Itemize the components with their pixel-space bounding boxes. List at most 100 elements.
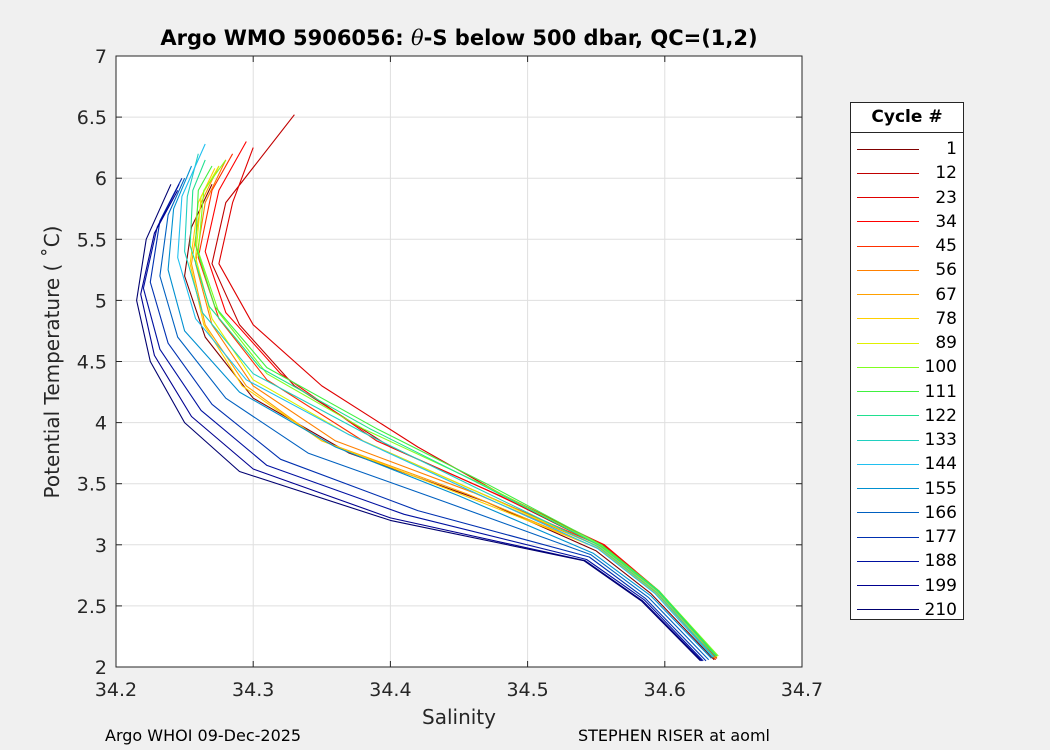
series-line-cycle-210	[136, 184, 701, 662]
chart-title-theta: θ	[410, 26, 424, 50]
legend-item: 144	[851, 452, 963, 476]
legend-item: 166	[851, 501, 963, 525]
legend-item: 45	[851, 234, 963, 258]
x-axis-label: Salinity	[422, 705, 496, 729]
legend-item: 12	[851, 161, 963, 185]
series-line-cycle-89	[195, 165, 718, 658]
legend-swatch	[857, 269, 919, 271]
legend-label: 199	[924, 575, 957, 596]
legend-label: 78	[935, 308, 957, 329]
y-tick-label: 5	[95, 290, 107, 312]
x-tick-label: 34.2	[95, 679, 137, 701]
series-line-cycle-155	[167, 165, 712, 659]
legend-label: 111	[924, 381, 957, 402]
chart-title-suffix: -S below 500 dbar, QC=(1,2)	[423, 26, 758, 50]
legend-item: 89	[851, 331, 963, 355]
legend-item: 155	[851, 477, 963, 501]
footer-source: Argo WHOI 09-Dec-2025	[105, 726, 302, 745]
legend-item: 34	[851, 210, 963, 234]
legend-label: 144	[924, 454, 957, 475]
legend-swatch	[857, 366, 919, 368]
legend-item: 210	[851, 598, 963, 622]
legend-label: 12	[935, 163, 957, 184]
legend-label: 133	[924, 430, 957, 451]
series-line-cycle-166	[159, 177, 710, 661]
y-tick-label: 7	[95, 46, 107, 68]
legend-label: 1	[946, 139, 957, 160]
series-lines	[136, 114, 719, 662]
y-axis-label: Potential Temperature ( ˚C)	[40, 225, 64, 499]
legend-swatch	[857, 463, 919, 465]
legend-label: 177	[924, 527, 957, 548]
legend-swatch	[857, 536, 919, 538]
legend-item: 56	[851, 258, 963, 282]
y-tick-label: 3.5	[77, 474, 107, 496]
legend-label: 67	[935, 284, 957, 305]
x-tick-label: 34.4	[369, 679, 411, 701]
legend-swatch	[857, 148, 919, 150]
series-line-cycle-111	[195, 165, 718, 657]
legend-item: 111	[851, 380, 963, 404]
x-tick-label: 34.5	[506, 679, 548, 701]
legend-label: 155	[924, 478, 957, 499]
legend-item: 78	[851, 307, 963, 331]
legend-swatch	[857, 585, 919, 587]
x-tick-label: 34.7	[781, 679, 823, 701]
x-tick-label: 34.6	[644, 679, 686, 701]
y-tick-label: 4	[95, 413, 107, 435]
legend-label: 23	[935, 187, 957, 208]
y-tick-label: 4.5	[77, 352, 107, 374]
legend-label: 56	[935, 260, 957, 281]
legend-swatch	[857, 560, 919, 562]
legend-label: 122	[924, 405, 957, 426]
legend-label: 45	[935, 236, 957, 257]
legend-list: 1 12 23 34 45 56 67 78 89 100 111 122 133 144 155 166 17…	[851, 133, 963, 622]
legend-label: 210	[924, 599, 957, 620]
y-tick-label: 2.5	[77, 596, 107, 618]
legend-item: 100	[851, 355, 963, 379]
legend-item: 122	[851, 404, 963, 428]
legend-swatch	[857, 609, 919, 611]
chart-title-prefix: Argo WMO 5906056:	[160, 26, 411, 50]
y-tick-label: 6	[95, 168, 107, 190]
y-tick-label: 6.5	[77, 107, 107, 129]
legend-swatch	[857, 172, 919, 174]
legend-swatch	[857, 318, 919, 320]
series-line-cycle-34	[204, 141, 718, 658]
legend-swatch	[857, 391, 919, 393]
y-tick-label: 5.5	[77, 229, 107, 251]
legend-swatch	[857, 488, 919, 490]
y-tick-label: 2	[95, 657, 107, 679]
legend-swatch	[857, 245, 919, 247]
legend-label: 166	[924, 502, 957, 523]
legend-swatch	[857, 221, 919, 223]
legend-swatch	[857, 294, 919, 296]
legend-item: 133	[851, 428, 963, 452]
legend: Cycle # 1 12 23 34 45 56 67 78 89 100 111 122 133 144…	[850, 102, 964, 620]
footer-author: STEPHEN RISER at aoml	[578, 726, 770, 745]
legend-item: 1	[851, 137, 963, 161]
legend-swatch	[857, 342, 919, 344]
legend-swatch	[857, 197, 919, 199]
legend-item: 177	[851, 525, 963, 549]
series-line-cycle-199	[140, 190, 703, 662]
legend-item: 199	[851, 574, 963, 598]
legend-label: 34	[935, 211, 957, 232]
y-tick-label: 3	[95, 535, 107, 557]
legend-item: 67	[851, 283, 963, 307]
legend-label: 188	[924, 551, 957, 572]
axis-ticks: 34.2 34.3 34.4 34.5 34.6 34.7 2 2.5 3 3.5 4 4.5 5 5.5…	[77, 46, 823, 701]
series-line-cycle-144	[177, 143, 714, 658]
chart-title: Argo WMO 5906056: θ-S below 500 dbar, QC…	[116, 26, 802, 50]
x-tick-label: 34.3	[232, 679, 274, 701]
legend-swatch	[857, 439, 919, 441]
series-line-cycle-177	[149, 177, 707, 662]
series-line-cycle-133	[184, 153, 715, 658]
legend-title: Cycle #	[851, 103, 963, 133]
legend-label: 100	[924, 357, 957, 378]
legend-item: 188	[851, 549, 963, 573]
series-line-cycle-188	[142, 184, 704, 662]
legend-item: 23	[851, 186, 963, 210]
